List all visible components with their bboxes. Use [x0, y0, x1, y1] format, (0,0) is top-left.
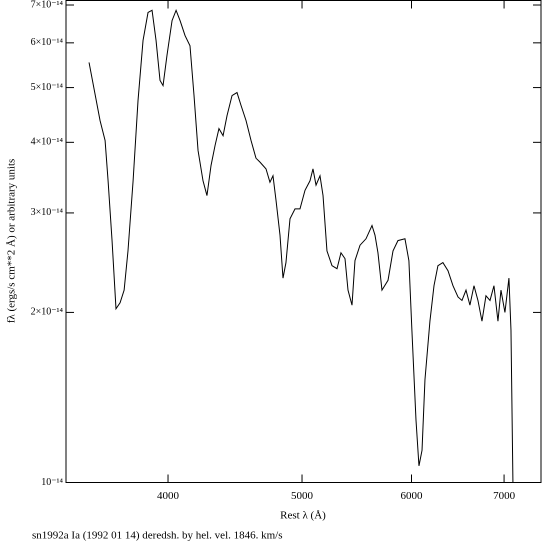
- plot-frame: [65, 0, 542, 483]
- y-tick-label: 10⁻¹⁴: [41, 477, 63, 488]
- y-tick-label: 6×10⁻¹⁴: [31, 37, 64, 48]
- y-tick-label: 3×10⁻¹⁴: [31, 207, 64, 218]
- y-tick-label: 4×10⁻¹⁴: [31, 137, 64, 148]
- y-tick-label: 2×10⁻¹⁴: [31, 307, 64, 318]
- x-tick-label: 6000: [401, 490, 424, 502]
- spectrum-line: [88, 8, 514, 483]
- x-tick-label: 5000: [291, 490, 314, 502]
- x-tick-label: 7000: [493, 490, 516, 502]
- x-tick-label: 4000: [157, 490, 180, 502]
- y-axis-label: fλ (ergs/s cm**2 Å) or arbitrary units: [6, 159, 18, 324]
- caption: sn1992a Ia (1992 01 14) deredsh. by hel.…: [32, 530, 283, 542]
- x-axis-label: Rest λ (Å): [280, 510, 326, 522]
- y-tick-label: 7×10⁻¹⁴: [31, 0, 64, 10]
- y-tick-label: 5×10⁻¹⁴: [31, 82, 64, 93]
